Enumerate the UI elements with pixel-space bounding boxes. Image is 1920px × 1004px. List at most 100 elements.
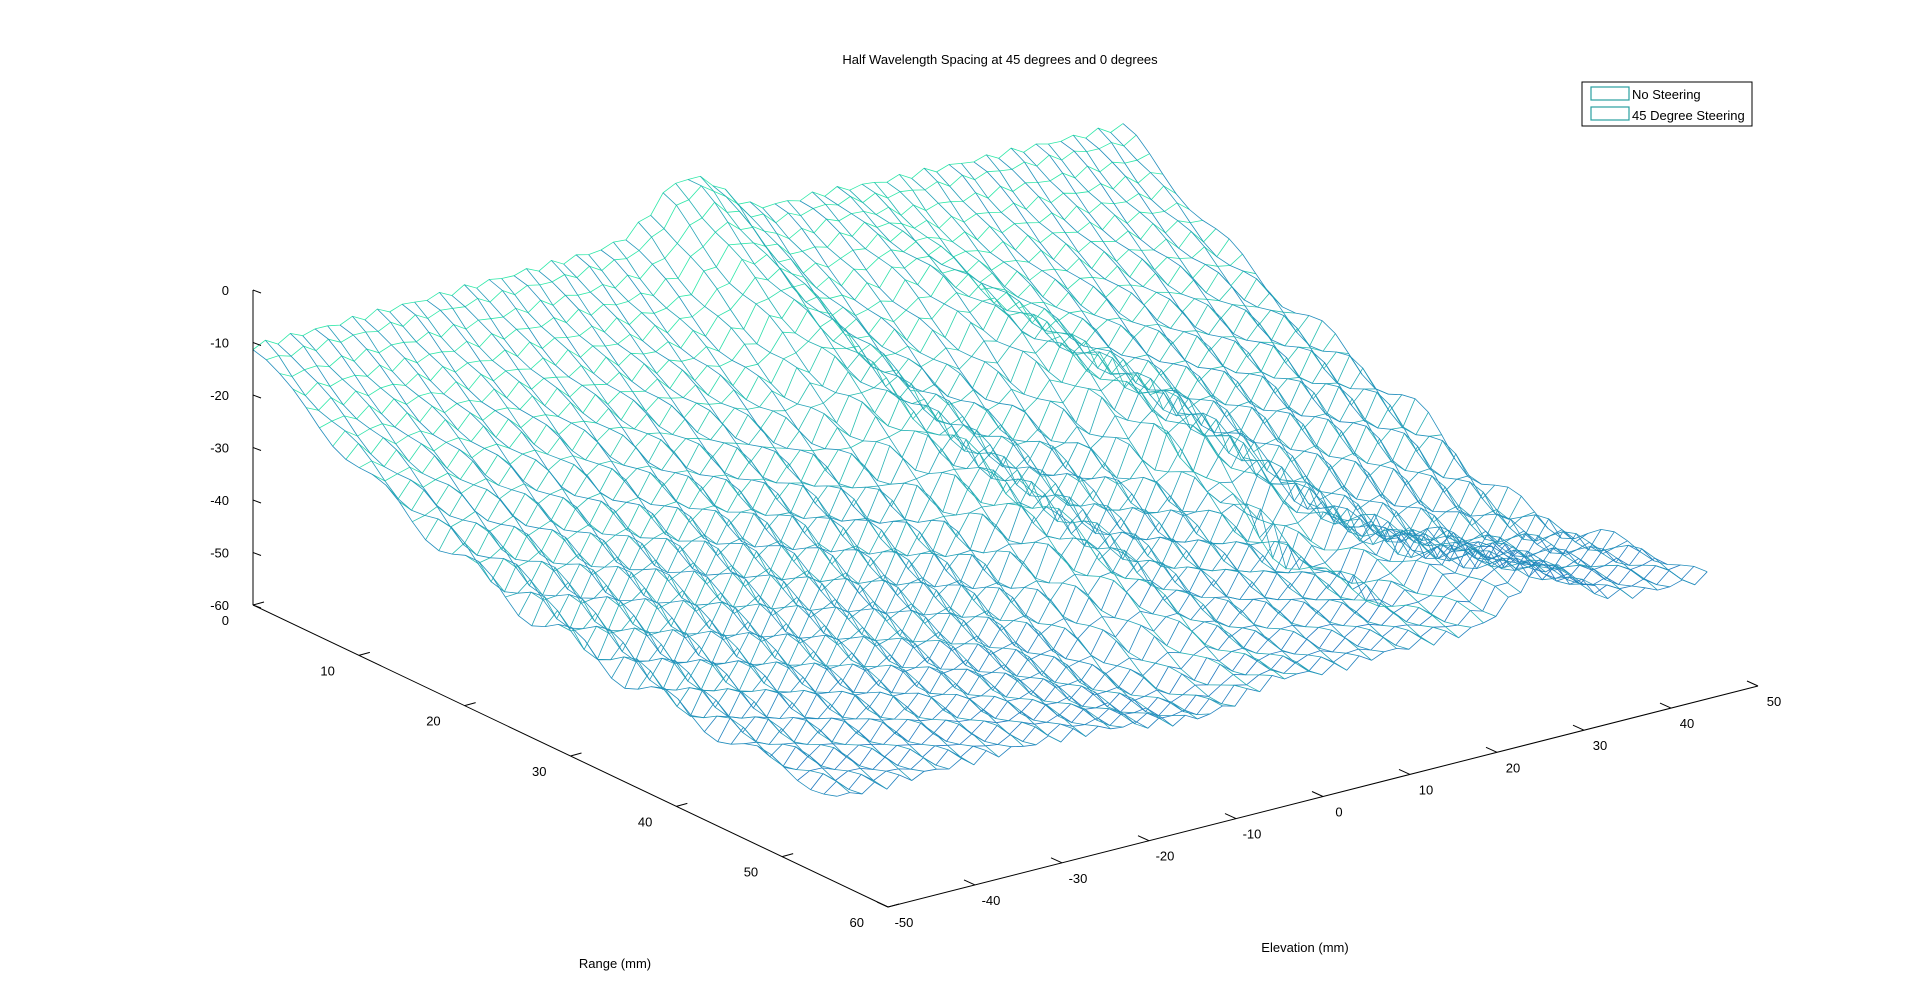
- x-tick-label: -20: [1156, 849, 1175, 864]
- mesh-line: [784, 542, 1655, 771]
- mesh-line: [526, 268, 1111, 730]
- y-tick-label: 30: [532, 764, 546, 779]
- mesh-line: [712, 185, 1298, 675]
- mesh-line: [973, 161, 1559, 566]
- x-tick-label: 50: [1767, 694, 1781, 709]
- y-tick: [887, 903, 900, 908]
- mesh-line: [488, 279, 1074, 730]
- mesh-line: [724, 188, 1310, 672]
- mesh-line: [364, 319, 950, 770]
- x-tick: [1659, 702, 1672, 709]
- x-tick-label: 20: [1506, 760, 1520, 775]
- mesh-line: [352, 316, 937, 770]
- z-tick-label: -20: [210, 388, 229, 403]
- mesh-line: [451, 295, 1037, 746]
- mesh-line: [302, 335, 888, 790]
- mesh-line: [252, 123, 1124, 351]
- x-tick: [876, 901, 889, 908]
- mesh-line: [823, 561, 1695, 795]
- z-tick: [252, 289, 262, 294]
- z-tick: [252, 447, 262, 451]
- y-tick-label: 0: [222, 613, 229, 628]
- mesh-line: [762, 207, 1348, 671]
- mesh-line: [730, 527, 1602, 745]
- mesh-line: [812, 191, 1397, 649]
- mesh-line: [332, 220, 1203, 447]
- mesh-line: [849, 189, 1435, 646]
- z-tick: [252, 342, 262, 346]
- x-tick: [1137, 835, 1150, 842]
- legend-label-no-steering: No Steering: [1632, 87, 1701, 102]
- x-tick-label: -30: [1069, 871, 1088, 886]
- mesh-line: [1085, 137, 1670, 588]
- y-tick-label: 20: [426, 714, 440, 729]
- mesh-line: [687, 179, 1273, 676]
- x-tick: [963, 879, 976, 886]
- mesh-line: [425, 309, 1296, 541]
- chart-title: Half Wavelength Spacing at 45 degrees an…: [842, 52, 1158, 67]
- mesh-line: [414, 301, 1000, 758]
- y-ticks: 0 10 20 30 40 50 60: [222, 601, 900, 930]
- mesh-line: [737, 204, 1323, 676]
- mesh-line: [314, 328, 900, 776]
- mesh-line: [563, 263, 1149, 729]
- mesh-line: [861, 183, 1447, 632]
- mesh-surface: [252, 123, 1708, 797]
- y-tick-label: 50: [744, 865, 758, 880]
- x-tick: [1398, 768, 1411, 775]
- z-tick-label: -40: [210, 493, 229, 508]
- mesh-line: [662, 192, 1248, 690]
- mesh-line: [911, 178, 1497, 617]
- mesh-line: [961, 163, 1546, 573]
- mesh-line: [277, 343, 863, 795]
- mesh-line: [675, 183, 1260, 693]
- mesh-line: [774, 203, 1360, 657]
- mesh-line: [613, 241, 1198, 720]
- legend-swatch-no-steering: [1590, 86, 1630, 101]
- x-tick: [1050, 857, 1063, 864]
- mesh-line: [513, 275, 1099, 727]
- axes: 0 -10 -20 -30 -40 -50 -60 0 10 20 30 40 50 60 -50 -40…: [210, 283, 1781, 930]
- mesh-line: [389, 311, 975, 766]
- mesh-line: [491, 354, 1363, 593]
- mesh-line: [1048, 143, 1633, 599]
- mesh-line: [836, 186, 1422, 639]
- mesh-line: [923, 167, 1509, 598]
- mesh-line: [551, 260, 1136, 722]
- y-tick: [570, 752, 582, 757]
- x-axis-label: Elevation (mm): [1261, 940, 1348, 955]
- mesh-line: [810, 550, 1681, 790]
- x-tick-label: -40: [982, 893, 1001, 908]
- mesh-line: [290, 333, 875, 783]
- legend: No Steering 45 Degree Steering: [1581, 81, 1753, 127]
- mesh-line: [439, 292, 1024, 747]
- mesh-line: [936, 171, 1522, 593]
- mesh-line: [401, 303, 987, 751]
- y-tick-label: 60: [850, 915, 864, 930]
- mesh-line: [1110, 132, 1695, 586]
- mesh-line: [638, 221, 1223, 707]
- mesh-line: [650, 215, 1235, 707]
- mesh-line: [600, 249, 1186, 716]
- mesh-line: [787, 200, 1372, 661]
- x-tick-label: 30: [1593, 738, 1607, 753]
- mesh-line: [1023, 152, 1608, 599]
- y-tick: [464, 702, 476, 707]
- mesh-line: [1035, 143, 1621, 590]
- mesh-line: [306, 185, 1177, 411]
- x-tick: [1485, 746, 1498, 753]
- x-tick-label: 40: [1680, 716, 1694, 731]
- z-tick: [252, 552, 262, 556]
- z-tick: [252, 604, 262, 609]
- mesh-line: [252, 349, 838, 797]
- x-tick-label: -10: [1243, 827, 1262, 842]
- mesh-line: [625, 239, 1211, 716]
- mesh-line: [874, 182, 1459, 639]
- mesh-line: [377, 308, 962, 759]
- mesh-line: [1097, 127, 1683, 581]
- mesh-line: [501, 278, 1087, 737]
- mesh-line: [426, 300, 1012, 748]
- x-tick: [1572, 724, 1585, 731]
- y-tick: [676, 802, 688, 807]
